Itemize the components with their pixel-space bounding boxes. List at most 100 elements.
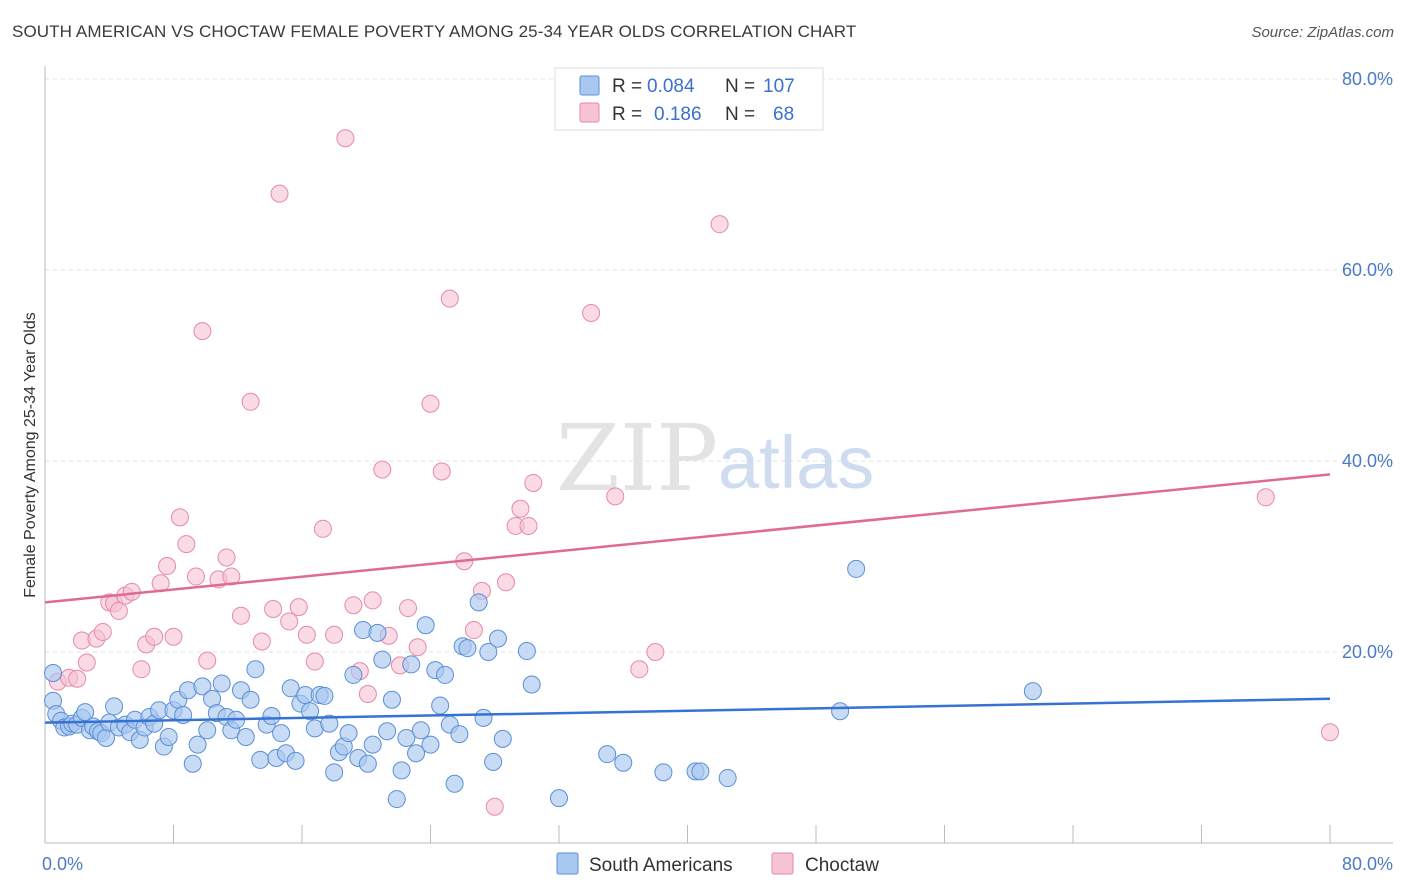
legend-n-label: N = [725,76,755,97]
south-americans-point [373,650,392,669]
choctaw-point [519,516,538,535]
legend-r-value: 0.084 [647,76,695,97]
south-americans-point [105,697,124,716]
legend-r-label: R = [612,76,642,97]
south-americans-point [76,703,95,722]
y-tick-label: 20.0% [1342,642,1393,662]
choctaw-point [344,596,363,615]
choctaw-point [289,598,308,617]
choctaw-point [432,462,451,481]
south-americans-point [241,690,260,709]
choctaw-point [77,653,96,672]
chart-source: Source: ZipAtlas.com [1251,24,1394,41]
y-tick-label: 60.0% [1342,260,1393,280]
south-americans-point [246,660,265,679]
legend-n-value: 107 [763,76,795,97]
south-americans-point [431,696,450,715]
choctaw-point [440,289,459,308]
south-americans-point [344,665,363,684]
south-americans-point [493,729,512,748]
south-americans-point [654,763,673,782]
south-americans-point [159,727,178,746]
choctaw-point [511,499,530,518]
south-americans-point [44,664,63,683]
legend-top-box [554,67,824,131]
legend-swatch-south-americans [579,75,600,96]
south-americans-point [325,763,344,782]
south-americans-point [188,735,207,754]
south-americans-point [368,623,387,642]
legend-bottom-choctaw: Choctaw [805,855,879,876]
south-americans-point [474,708,493,727]
south-americans-point [262,706,281,725]
choctaw-point [373,460,392,479]
choctaw-point [606,487,625,506]
choctaw-point [496,573,515,592]
legend-r-value: 0.186 [654,104,702,125]
choctaw-point [186,567,205,586]
trend-lines [44,473,1331,724]
south-americans-point [445,774,464,793]
south-americans-point [550,789,568,808]
legend-bottom-south-americans: South Americans [589,855,733,876]
choctaw-point [252,632,271,651]
x-tick-label: 0.0% [42,854,83,874]
south-americans-point [382,690,401,709]
south-americans-point [831,702,850,721]
choctaw-point [241,392,260,411]
choctaw-point [231,606,250,625]
choctaw-point [313,519,332,538]
choctaw-point [164,627,183,646]
choctaw-point [646,643,665,661]
choctaw-point [630,660,649,679]
y-tick-labels: 20.0% 40.0% 60.0% 80.0% [1342,69,1393,662]
choctaw-point [68,669,87,688]
choctaw-point [280,612,299,631]
south-americans-point [387,790,406,809]
south-americans-point [286,751,305,770]
south-americans-point [458,639,477,658]
choctaw-point [122,582,141,601]
south-americans-point [363,735,382,754]
choctaw-points [48,129,1339,816]
choctaw-point [158,557,177,576]
south-americans-point [392,761,411,780]
legend-top: R = 0.084 N = 107 R = 0.186 N = 68 [554,67,824,131]
south-americans-point [407,744,426,763]
south-americans-point [272,724,291,743]
choctaw-point [264,600,283,619]
choctaw-point [710,215,729,234]
south-americans-point [421,735,440,754]
legend-bottom-swatch-choctaw [771,852,794,875]
south-americans-point [469,593,488,612]
choctaw-point [363,591,382,610]
watermark-atlas: atlas [718,421,874,504]
south-americans-point [598,745,617,764]
south-americans-point [484,752,503,771]
choctaw-point [305,652,324,671]
y-tick-label: 80.0% [1342,69,1393,89]
y-axis-title: Female Poverty Among 25-34 Year Olds [22,312,39,598]
south-americans-points [44,559,1042,809]
south-americans-point [378,722,397,741]
south-americans-point [198,721,217,740]
south-americans-point [479,643,498,661]
legend-n-label: N = [725,104,755,125]
south-americans-point [416,616,435,635]
x-tick-label: 80.0% [1342,854,1393,874]
choctaw-point [217,548,236,567]
south-americans-point [450,725,469,744]
south-americans-point [315,686,334,705]
south-americans-point [718,769,737,788]
south-americans-point [691,762,710,781]
choctaw-point [145,627,164,646]
choctaw-point [270,184,289,203]
south-americans-point [411,721,430,740]
south-americans-point [183,754,202,773]
choctaw-point [524,473,543,492]
south-americans-point [193,677,212,696]
south-americans-trend-line [44,697,1331,724]
choctaw-point [109,601,128,620]
south-americans-point [847,559,866,578]
